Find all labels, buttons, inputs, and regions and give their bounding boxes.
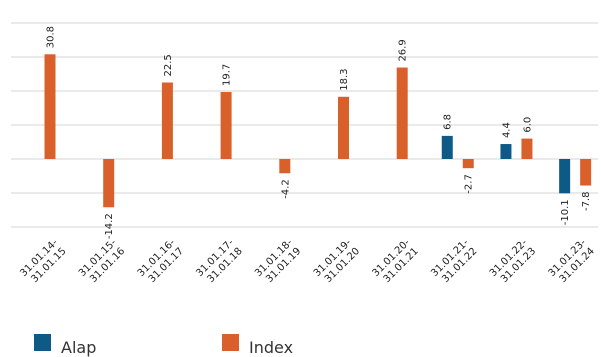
bar-alap-7 — [441, 135, 453, 159]
legend-label-alap: Alap — [61, 338, 97, 357]
x-tick-label-0: 31.01.14-31.01.15 — [18, 237, 68, 285]
data-label-alap-9: -10.1 — [560, 199, 571, 225]
data-label-index-7: -2.7 — [464, 174, 475, 194]
bar-index-9 — [580, 159, 592, 186]
data-label-index-5: 18.3 — [339, 69, 350, 91]
bar-index-1 — [103, 159, 115, 208]
data-label-index-0: 30.8 — [46, 26, 57, 48]
data-label-index-8: 6.0 — [522, 117, 533, 133]
bar-index-6 — [396, 67, 408, 159]
x-tick-label-9: 31.01.23-31.01.24 — [547, 237, 597, 285]
bar-index-2 — [161, 82, 173, 159]
bar-index-3 — [220, 92, 232, 159]
data-label-index-3: 19.7 — [222, 64, 233, 86]
x-tick-label-5: 31.01.19-31.01.20 — [312, 237, 362, 285]
data-label-index-4: -4.2 — [280, 179, 291, 199]
data-label-index-6: 26.9 — [398, 39, 409, 61]
data-label-index-9: -7.8 — [581, 192, 592, 212]
legend-swatch-index — [222, 334, 239, 351]
x-tick-label-3: 31.01.17-31.01.18 — [194, 237, 244, 285]
legend-swatch-alap — [34, 334, 51, 351]
bar-chart: 30.8 -14.2 22.5 19.7 -4.2 18.3 26.9 6.8 -2.7 4.4 6… — [11, 22, 598, 285]
data-label-alap-8: 4.4 — [501, 122, 512, 138]
x-tick-label-8: 31.01.22-31.01.23 — [488, 237, 538, 285]
data-label-index-1: -14.2 — [104, 213, 115, 239]
bar-index-4 — [279, 159, 291, 174]
x-tick-label-7: 31.01.21-31.01.22 — [429, 237, 479, 285]
bar-alap-8 — [500, 144, 512, 159]
data-labels: 30.8 -14.2 22.5 19.7 -4.2 18.3 26.9 6.8 -2.7 4.4 6… — [46, 26, 593, 239]
x-tick-labels: 31.01.14-31.01.15 31.01.15-31.01.16 31.01.… — [18, 237, 597, 285]
x-tick-label-2: 31.01.16-31.01.17 — [136, 237, 186, 285]
bar-alap-9 — [559, 159, 571, 194]
bar-index-5 — [338, 96, 349, 159]
data-label-alap-7: 6.8 — [443, 114, 454, 130]
x-tick-label-1: 31.01.15-31.01.16 — [77, 237, 127, 285]
bar-index-8 — [521, 138, 533, 159]
legend: Alap Index — [0, 334, 601, 357]
x-tick-label-6: 31.01.20-31.01.21 — [371, 237, 421, 285]
bars — [44, 54, 592, 208]
legend-label-index: Index — [249, 338, 294, 357]
x-tick-label-4: 31.01.18-31.01.19 — [253, 237, 303, 285]
data-label-index-2: 22.5 — [163, 54, 174, 76]
bar-index-7 — [462, 159, 474, 169]
bar-index-0 — [44, 54, 56, 159]
